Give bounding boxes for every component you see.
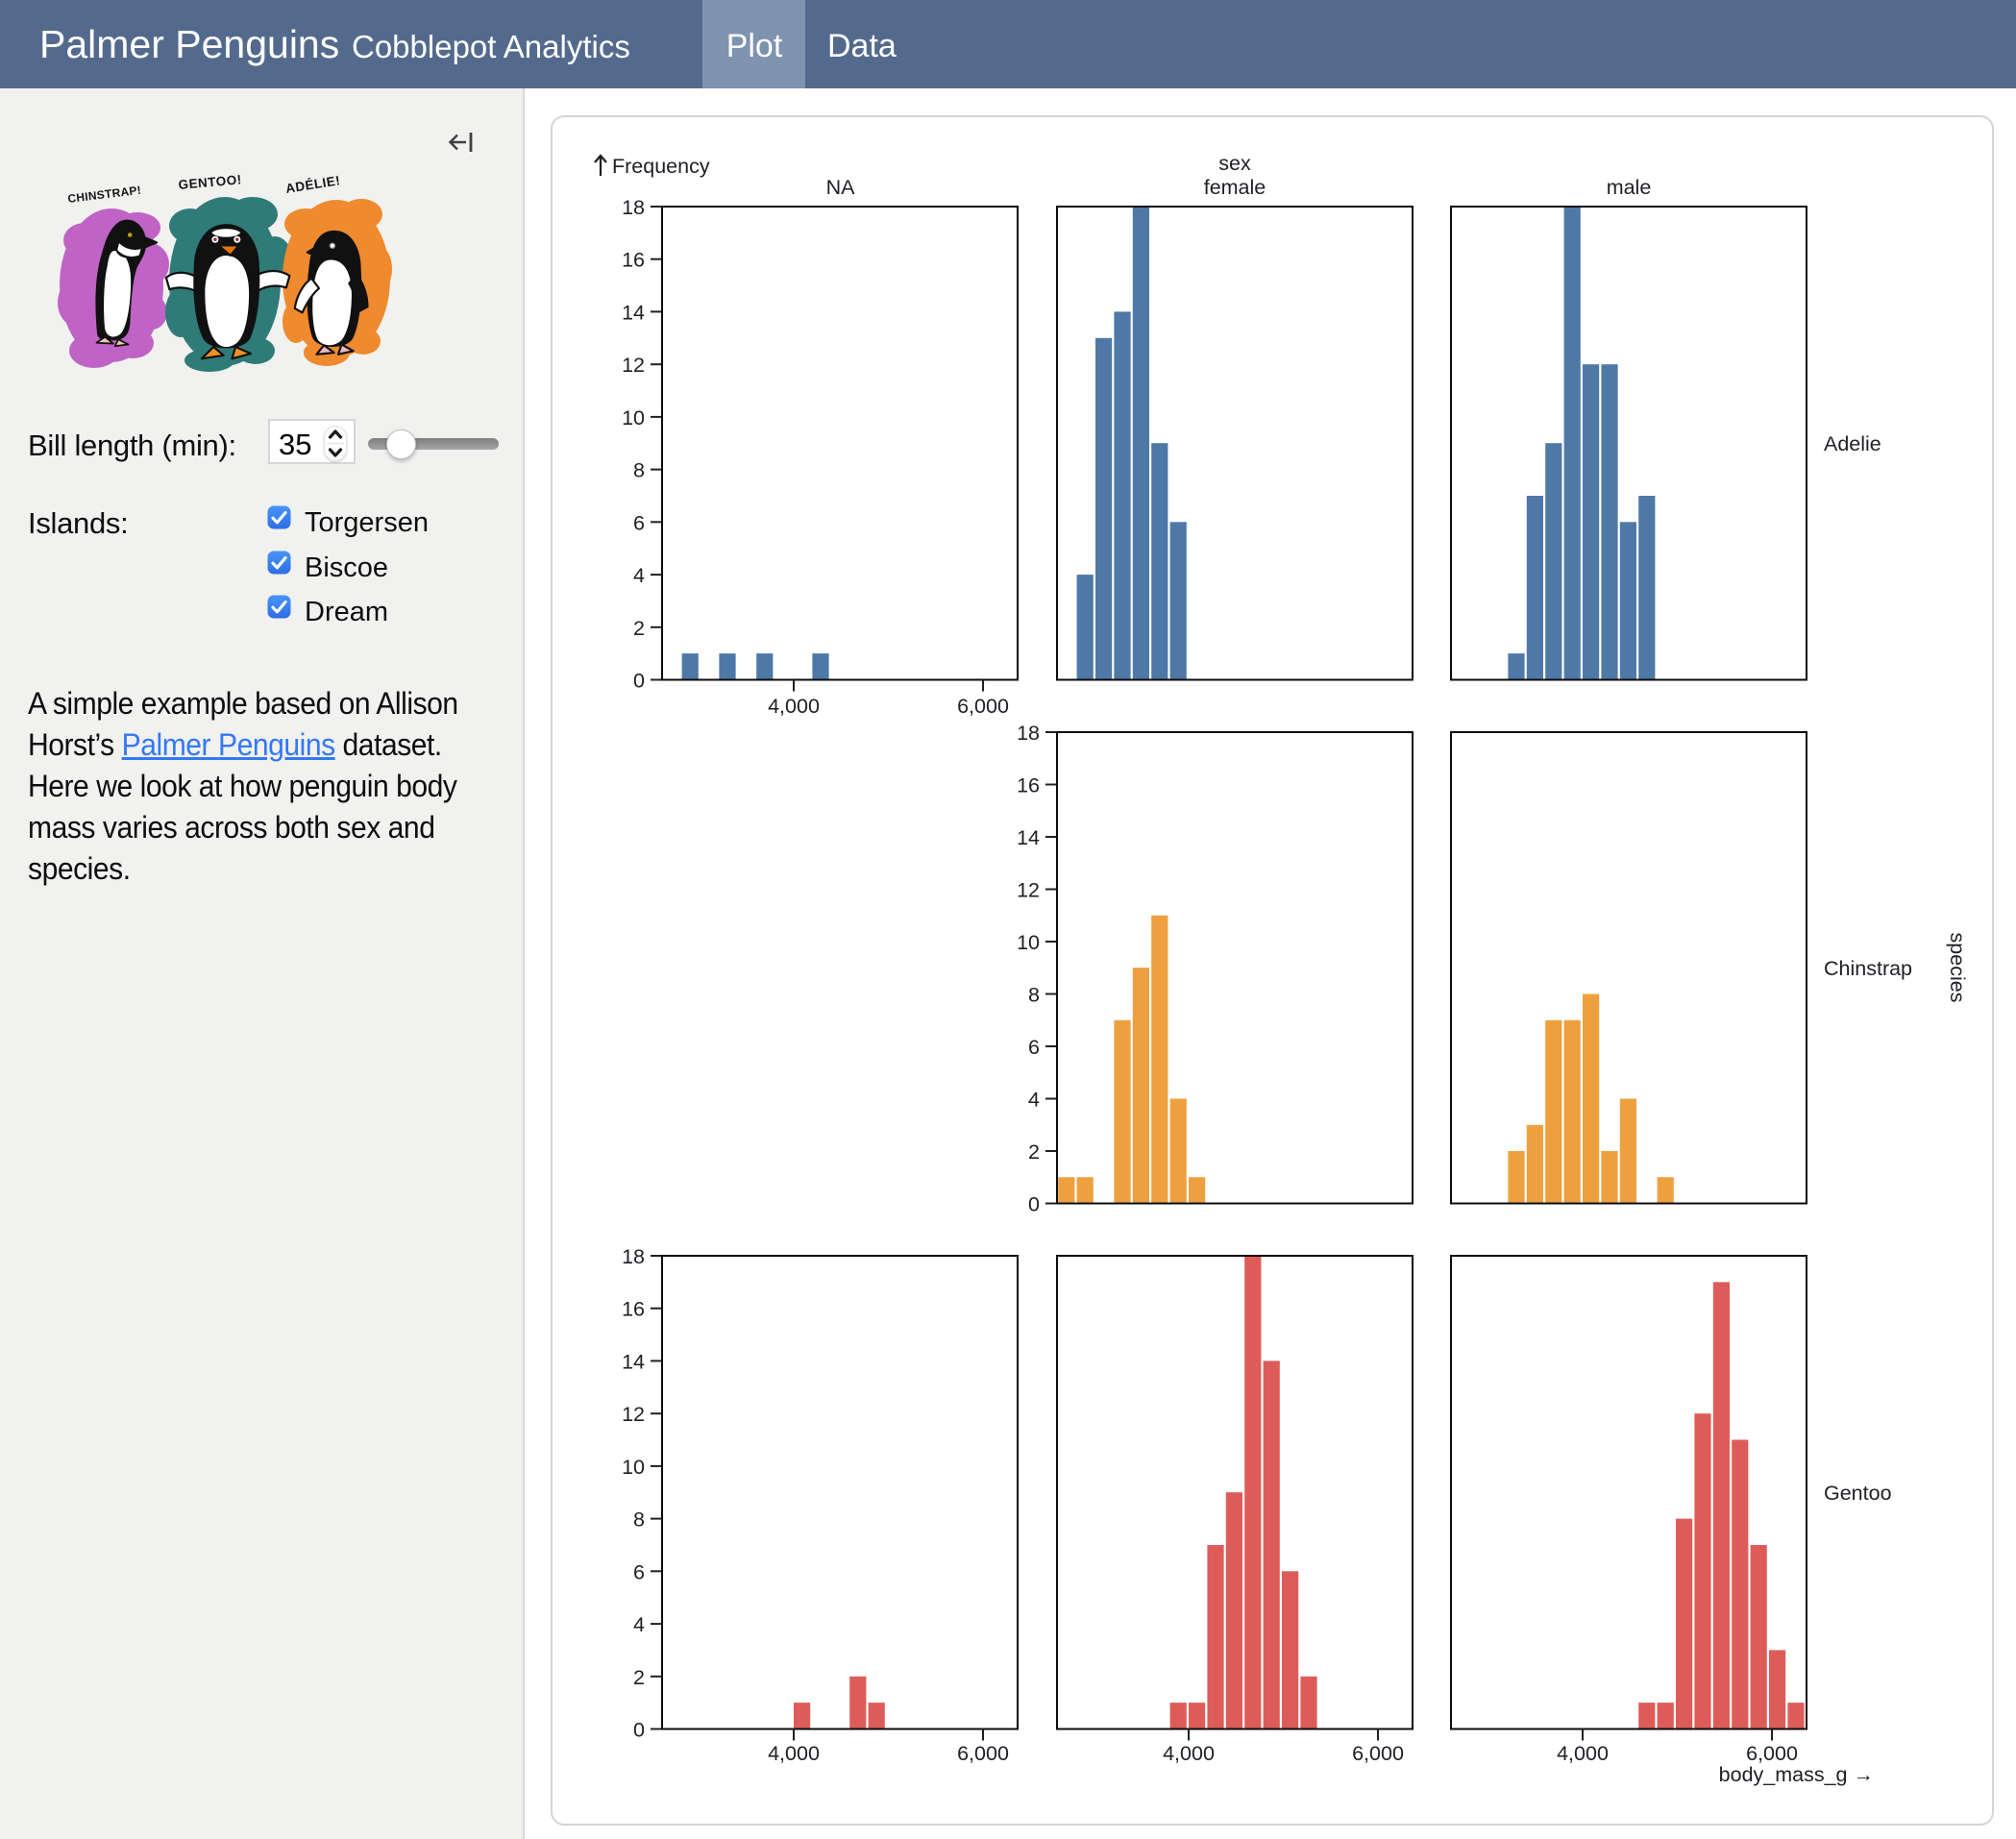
svg-text:Gentoo: Gentoo	[1824, 1482, 1892, 1505]
svg-text:18: 18	[622, 1245, 645, 1268]
svg-text:12: 12	[622, 354, 645, 377]
svg-text:16: 16	[622, 1298, 645, 1321]
svg-text:18: 18	[1017, 722, 1040, 745]
svg-text:4,000: 4,000	[768, 695, 820, 718]
svg-text:6: 6	[633, 1560, 645, 1583]
svg-text:2: 2	[633, 617, 645, 640]
svg-text:body_mass_g →: body_mass_g →	[1719, 1763, 1874, 1786]
svg-text:4,000: 4,000	[1163, 1742, 1215, 1765]
svg-text:GENTOO!: GENTOO!	[178, 172, 242, 192]
svg-text:8: 8	[633, 1508, 645, 1532]
svg-text:10: 10	[622, 1456, 645, 1479]
svg-text:6: 6	[633, 511, 645, 534]
svg-text:6,000: 6,000	[957, 1742, 1009, 1765]
svg-text:14: 14	[1017, 826, 1040, 849]
svg-text:4: 4	[633, 1613, 645, 1636]
svg-text:8: 8	[633, 459, 645, 482]
svg-text:4: 4	[1028, 1089, 1040, 1112]
svg-text:CHINSTRAP!: CHINSTRAP!	[67, 184, 142, 206]
svg-text:2: 2	[633, 1666, 645, 1689]
svg-text:0: 0	[633, 670, 645, 693]
svg-text:Chinstrap: Chinstrap	[1824, 957, 1912, 980]
svg-text:2: 2	[1028, 1140, 1040, 1164]
svg-text:male: male	[1607, 176, 1652, 199]
svg-text:16: 16	[1017, 774, 1040, 797]
svg-text:species: species	[1946, 933, 1969, 1003]
svg-text:NA: NA	[826, 176, 856, 199]
svg-text:6: 6	[1028, 1036, 1040, 1059]
svg-text:4,000: 4,000	[1557, 1742, 1609, 1765]
svg-text:18: 18	[622, 196, 645, 219]
svg-text:Frequency: Frequency	[612, 155, 710, 178]
svg-text:6,000: 6,000	[1746, 1742, 1798, 1765]
svg-text:12: 12	[622, 1403, 645, 1426]
svg-text:14: 14	[622, 301, 645, 324]
svg-text:0: 0	[633, 1719, 645, 1742]
svg-text:Adelie: Adelie	[1824, 432, 1881, 455]
svg-text:ADÉLIE!: ADÉLIE!	[284, 173, 341, 196]
svg-text:8: 8	[1028, 984, 1040, 1007]
svg-text:10: 10	[1017, 931, 1040, 954]
svg-text:sex: sex	[1218, 152, 1251, 175]
svg-text:6,000: 6,000	[957, 695, 1009, 718]
svg-text:12: 12	[1017, 879, 1040, 902]
svg-text:0: 0	[1028, 1193, 1040, 1216]
svg-text:4: 4	[633, 564, 645, 587]
svg-text:female: female	[1204, 176, 1266, 199]
svg-text:16: 16	[622, 249, 645, 272]
svg-text:6,000: 6,000	[1352, 1742, 1404, 1765]
svg-text:4,000: 4,000	[768, 1742, 820, 1765]
svg-text:10: 10	[622, 406, 645, 429]
svg-text:14: 14	[622, 1350, 645, 1373]
